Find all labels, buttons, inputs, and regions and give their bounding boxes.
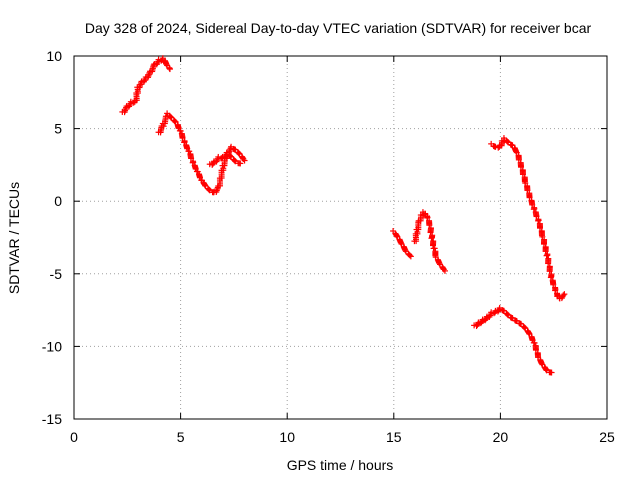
plot-frame <box>73 55 608 420</box>
series-segment-6 <box>471 304 555 376</box>
data-point <box>538 360 545 367</box>
data-point <box>166 66 173 73</box>
data-point <box>504 311 511 318</box>
x-tick-label: 5 <box>177 429 185 445</box>
x-tick-label: 25 <box>599 429 615 445</box>
series-segment-4 <box>411 209 448 274</box>
data-point <box>504 138 511 145</box>
series-segment-3 <box>390 227 414 260</box>
data-point <box>407 253 414 260</box>
data-point <box>171 117 178 124</box>
data-point <box>231 157 238 164</box>
series-segment-1 <box>119 55 173 116</box>
tick-layer: 0 5 10 15 20 25 -15 -10 -5 0 5 10 <box>42 48 615 445</box>
x-tick-label: 20 <box>493 429 509 445</box>
data-point <box>220 165 227 172</box>
data-point <box>436 260 443 267</box>
y-tick-label: -10 <box>42 338 62 354</box>
data-point <box>406 252 413 259</box>
x-tick-label: 0 <box>70 429 78 445</box>
data-point <box>163 61 170 68</box>
data-point <box>150 62 157 69</box>
data-point <box>241 157 248 164</box>
data-point <box>560 292 567 299</box>
series-segment-5 <box>488 135 568 302</box>
data-point <box>397 239 404 246</box>
data-point <box>402 247 409 254</box>
series-segment-2b <box>206 149 244 168</box>
chart-title: Day 328 of 2024, Sidereal Day-to-day VTE… <box>85 20 592 36</box>
y-tick-label: -15 <box>42 411 62 427</box>
data-point <box>167 113 174 120</box>
data-marks <box>119 55 568 376</box>
x-axis-label: GPS time / hours <box>287 457 394 473</box>
y-tick-label: 5 <box>54 121 62 137</box>
data-point <box>226 152 233 159</box>
y-tick-label: -5 <box>50 266 63 282</box>
data-point <box>235 149 242 156</box>
y-tick-label: 0 <box>54 193 62 209</box>
data-point <box>441 267 448 274</box>
series-segment-2 <box>155 110 248 196</box>
data-point <box>237 160 244 167</box>
grid-layer <box>74 56 607 419</box>
y-tick-label: 10 <box>46 48 62 64</box>
x-tick-label: 10 <box>279 429 295 445</box>
data-point <box>521 324 528 331</box>
x-tick-label: 15 <box>386 429 402 445</box>
data-point <box>160 123 167 130</box>
data-point <box>205 186 212 193</box>
data-point <box>513 148 520 155</box>
data-point <box>548 369 555 376</box>
y-axis-label: SDTVAR / TECUs <box>6 182 22 294</box>
data-point <box>561 291 568 298</box>
